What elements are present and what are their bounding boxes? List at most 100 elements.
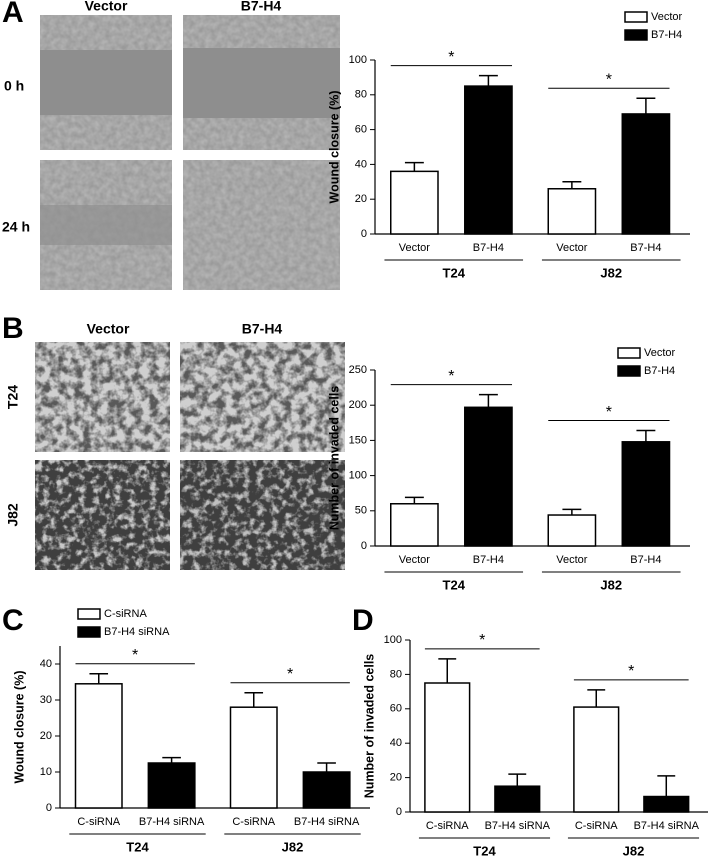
y-tick-label: 10 xyxy=(40,766,52,778)
y-tick-label: 250 xyxy=(349,364,367,376)
group-label: T24 xyxy=(443,265,466,280)
y-tick-label: 40 xyxy=(355,158,367,170)
bar xyxy=(573,706,620,813)
y-tick-label: 60 xyxy=(390,703,402,715)
y-tick-label: 20 xyxy=(40,730,52,742)
y-tick-label: 40 xyxy=(390,737,402,749)
legend-swatch xyxy=(77,608,101,620)
bar xyxy=(621,113,671,235)
bar xyxy=(643,795,690,813)
bar xyxy=(621,441,671,547)
group-label: J82 xyxy=(600,577,622,592)
bar-label: B7-H4 xyxy=(473,242,504,254)
y-tick-label: 150 xyxy=(349,434,367,446)
column-label: Vector xyxy=(85,0,128,14)
legend-swatch xyxy=(624,29,648,41)
y-tick-label: 0 xyxy=(46,802,52,814)
bar-label: B7-H4 xyxy=(630,242,661,254)
bar xyxy=(424,682,471,813)
y-tick-label: 50 xyxy=(355,505,367,517)
significance-mark: * xyxy=(479,632,485,649)
significance-mark: * xyxy=(132,647,138,664)
bar xyxy=(229,706,278,809)
row-label: J82 xyxy=(5,503,21,527)
bar xyxy=(494,785,541,813)
bar xyxy=(547,188,597,235)
legend-swatch xyxy=(617,365,641,377)
significance-mark: * xyxy=(287,666,293,683)
y-axis-label: Wound closure (%) xyxy=(327,91,341,204)
bar xyxy=(147,762,196,809)
row-label: 0 h xyxy=(4,78,24,94)
bar xyxy=(464,406,513,547)
y-axis-label: Number of invaded cells xyxy=(362,654,376,799)
panel-letter: B xyxy=(2,312,24,345)
y-tick-label: 20 xyxy=(390,772,402,784)
row-label: 24 h xyxy=(2,219,30,235)
legend-swatch xyxy=(624,11,648,23)
wound-images xyxy=(40,15,340,290)
bar xyxy=(390,170,439,235)
group-label: T24 xyxy=(443,577,466,592)
y-axis-label: Number of invaded cells xyxy=(327,386,341,531)
group-label: J82 xyxy=(282,839,304,854)
bar-label: Vector xyxy=(556,242,588,254)
invasion-images xyxy=(35,342,345,570)
legend-label: B7-H4 xyxy=(644,365,675,377)
y-tick-label: 30 xyxy=(40,694,52,706)
bar xyxy=(390,503,439,547)
group-label: T24 xyxy=(473,843,496,857)
bar xyxy=(302,771,351,809)
legend-label: Vector xyxy=(644,347,676,359)
y-tick-label: 60 xyxy=(355,124,367,136)
legend-label: B7-H4 siRNA xyxy=(104,626,170,638)
legend-swatch xyxy=(617,347,641,359)
panel-letter: A xyxy=(2,0,24,29)
group-label: J82 xyxy=(623,843,645,857)
y-tick-label: 80 xyxy=(390,668,402,680)
bar-label: B7-H4 siRNA xyxy=(485,820,551,832)
significance-mark: * xyxy=(448,49,454,66)
bar-label: C-siRNA xyxy=(232,816,275,828)
y-tick-label: 20 xyxy=(355,193,367,205)
column-label: B7-H4 xyxy=(242,321,283,337)
group-label: T24 xyxy=(126,839,149,854)
legend-label: Vector xyxy=(651,11,683,23)
y-axis-label: Wound closure (%) xyxy=(12,671,26,784)
panel-letter: C xyxy=(2,604,24,637)
legend-swatch xyxy=(77,626,101,638)
y-tick-label: 0 xyxy=(361,540,367,552)
legend-label: B7-H4 xyxy=(651,29,682,41)
bar-label: C-siRNA xyxy=(426,820,469,832)
bar-label: Vector xyxy=(556,554,588,566)
y-tick-label: 100 xyxy=(349,54,367,66)
bar-label: B7-H4 xyxy=(473,554,504,566)
y-tick-label: 0 xyxy=(361,228,367,240)
y-tick-label: 0 xyxy=(396,806,402,818)
significance-mark: * xyxy=(606,71,612,88)
y-tick-label: 100 xyxy=(384,634,402,646)
column-label: B7-H4 xyxy=(241,0,282,14)
bar xyxy=(74,683,123,809)
y-tick-label: 100 xyxy=(349,470,367,482)
y-tick-label: 200 xyxy=(349,399,367,411)
panel-letter: D xyxy=(352,604,374,637)
significance-mark: * xyxy=(628,663,634,680)
bar-label: C-siRNA xyxy=(575,820,618,832)
group-label: J82 xyxy=(600,265,622,280)
bar xyxy=(547,514,597,547)
bar-label: B7-H4 xyxy=(630,554,661,566)
y-tick-label: 80 xyxy=(355,89,367,101)
significance-mark: * xyxy=(606,404,612,421)
bar xyxy=(464,85,513,235)
bar-label: Vector xyxy=(399,242,431,254)
row-label: T24 xyxy=(5,385,21,409)
bar-label: C-siRNA xyxy=(77,816,120,828)
bar-label: B7-H4 siRNA xyxy=(139,816,205,828)
column-label: Vector xyxy=(87,321,130,337)
significance-mark: * xyxy=(448,368,454,385)
bar-label: B7-H4 siRNA xyxy=(634,820,700,832)
legend-label: C-siRNA xyxy=(104,608,147,620)
bar-label: Vector xyxy=(399,554,431,566)
